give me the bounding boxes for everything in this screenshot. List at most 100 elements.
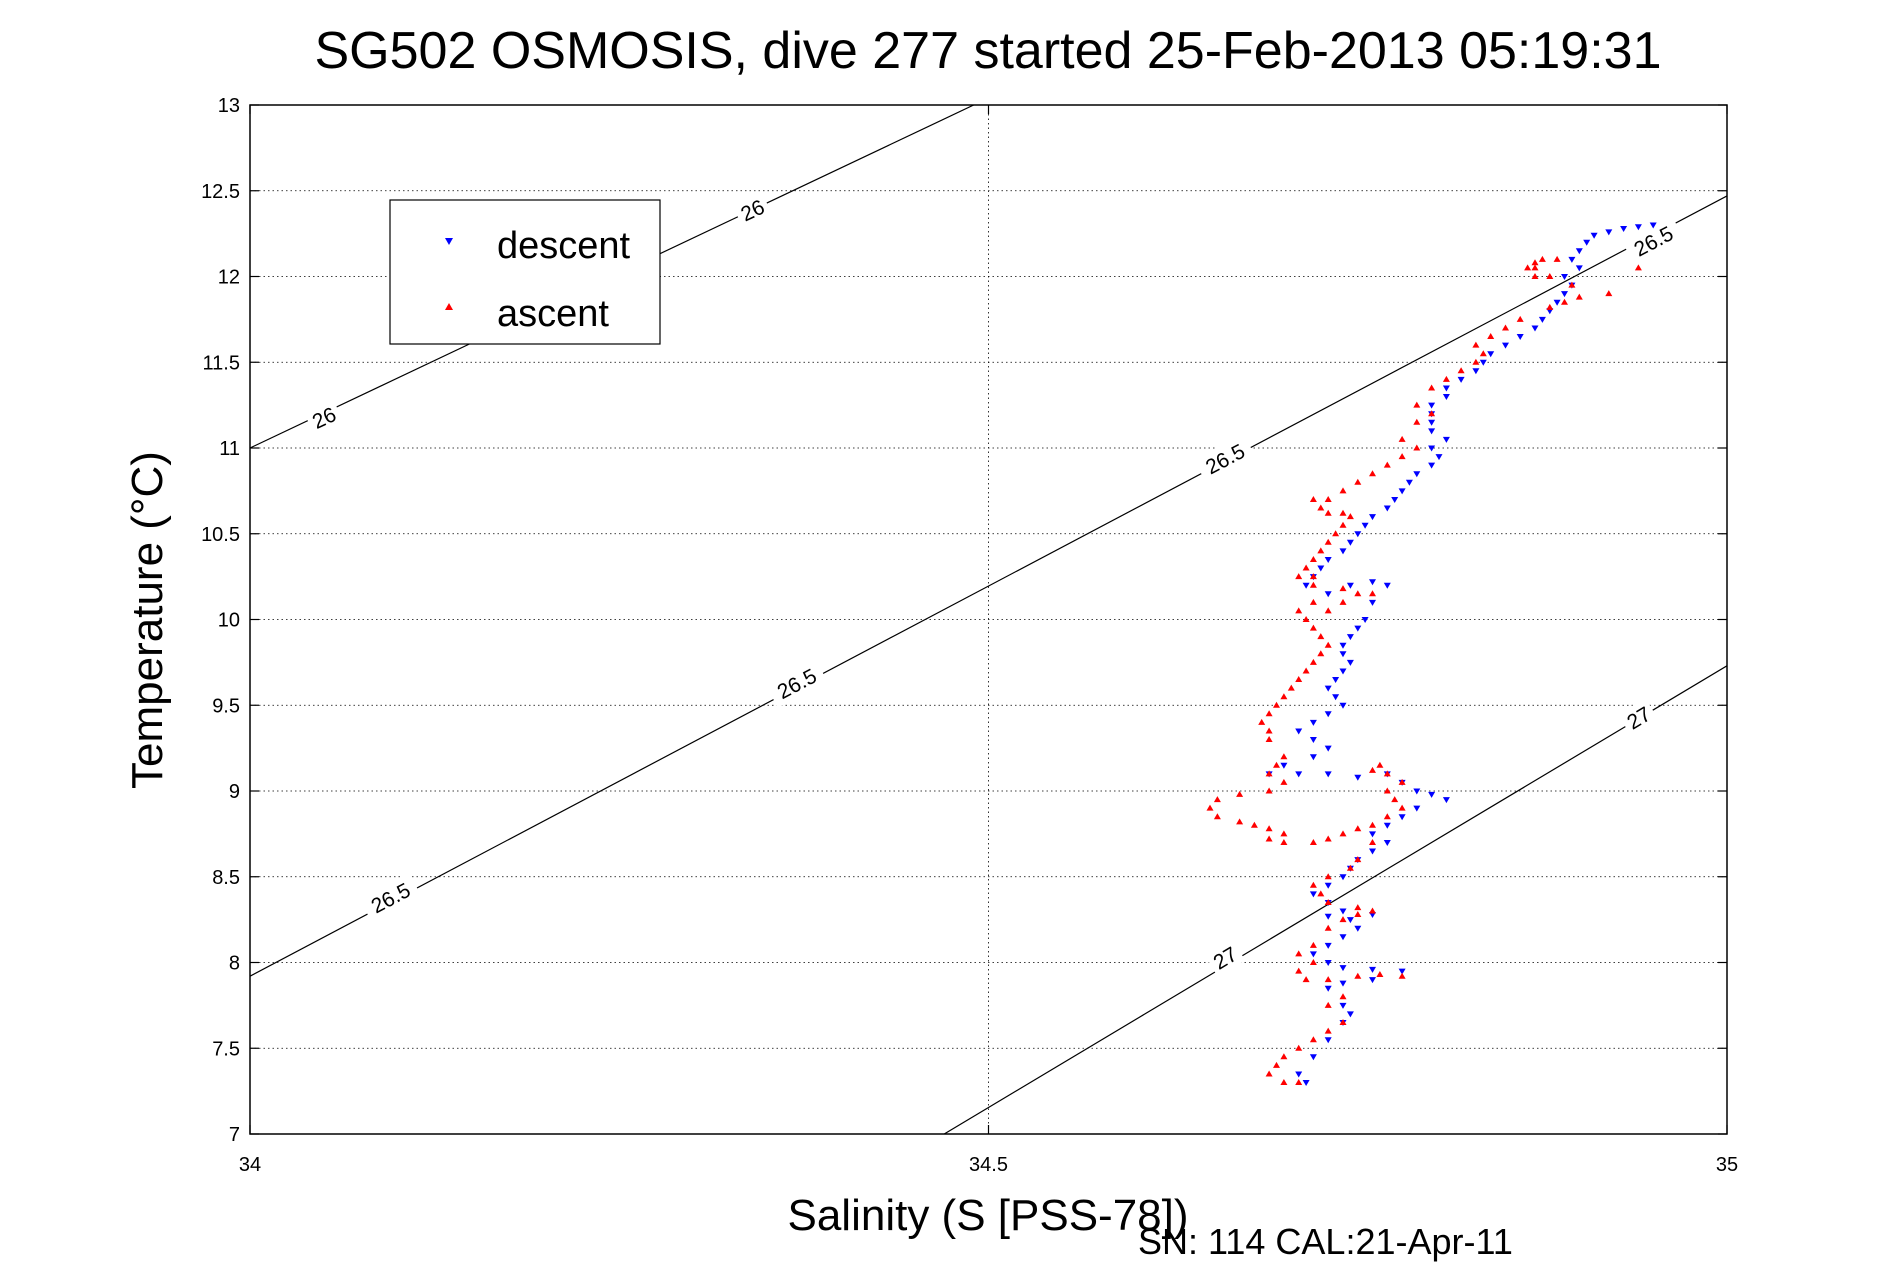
ascent-point [1369,839,1376,845]
descent-point [1428,402,1436,409]
ascent-point [1339,521,1347,528]
descent-point [1369,966,1376,973]
ascent-point [1605,290,1613,297]
descent-point [1435,454,1443,461]
descent-point [1354,625,1362,632]
ascent-point [1280,693,1288,700]
legend-descent-marker [445,238,453,245]
ascent-point [1302,616,1310,622]
density-contour-label: 26.5 [359,872,422,922]
descent-point [1324,591,1332,598]
ascent-point [1309,556,1317,562]
ascent-point [1332,530,1340,537]
contour-label-mask [765,658,828,708]
descent-point [1531,325,1539,332]
ascent-point [1324,607,1332,614]
descent-point [1369,599,1376,606]
ascent-point [1324,496,1332,502]
descent-point [1339,548,1347,555]
ascent-point [1538,255,1546,262]
descent-point [1332,694,1340,701]
descent-point [1346,1011,1354,1018]
descent-point [1339,934,1347,941]
ascent-point [1317,504,1325,511]
ascent-point [1302,667,1310,674]
y-tick-label: 8 [229,953,240,975]
ascent-point [1398,804,1406,811]
ascent-point [1354,590,1362,597]
ascent-point [1339,993,1347,1000]
ascent-point [1309,959,1317,965]
contour-label-mask [359,872,422,922]
ascent-point [1273,761,1280,768]
ascent-point [1317,633,1325,640]
descent-point [1605,229,1613,236]
ascent-point [1339,1019,1347,1025]
legend-ascent-label: ascent [497,293,609,335]
descent-point [1442,385,1450,392]
y-tick-label: 7.5 [212,1038,240,1060]
ascent-point [1369,821,1376,828]
density-contour-line [250,195,1727,977]
contour-label-mask [732,190,773,229]
descent-point [1553,299,1561,306]
ascent-point [1442,375,1450,382]
x-tick-label: 35 [1716,1154,1738,1176]
ascent-point [1561,298,1568,305]
ascent-point [1354,825,1362,832]
ascent-point [1309,496,1317,502]
x-axis-ticks: 34 34.5 35 [239,105,1738,1176]
descent-point [1346,634,1354,641]
ascent-point [1309,573,1317,580]
descent-point [1354,925,1362,932]
descent-point [1398,814,1406,821]
descent-point [1295,771,1303,778]
ascent-point [1383,461,1391,468]
ascent-point [1575,293,1583,300]
ascent-point [1516,315,1524,322]
ascent-point [1295,950,1303,957]
descent-point [1280,762,1288,769]
descent-point [1413,471,1421,478]
ascent-point [1531,273,1539,279]
ascent-point [1302,564,1310,571]
y-axis-label: Temperature (°C) [123,451,172,789]
ascent-point [1339,487,1347,494]
descent-point [1361,617,1369,623]
density-contour-label: 26 [303,398,344,436]
ascent-point [1524,264,1532,271]
ascent-point [1273,701,1280,708]
ascent-point [1287,684,1295,691]
descent-point [1339,651,1347,658]
ascent-point [1369,470,1376,477]
descent-point [1487,351,1495,358]
descent-point [1516,334,1524,340]
ascent-point [1295,607,1303,614]
descent-point [1428,428,1436,435]
descent-point [1398,968,1406,975]
ascent-point [1413,444,1421,451]
descent-point [1620,226,1628,232]
descent-point [1324,711,1332,718]
ascent-point [1339,598,1347,605]
descent-point [1369,977,1376,984]
descent-point [1538,316,1546,323]
ascent-point [1391,796,1399,803]
descent-point [1568,256,1576,263]
contour-label-mask [1204,938,1246,977]
legend: descent ascent [389,199,661,345]
ascent-point [1309,598,1317,605]
grid-lines [250,105,1727,1134]
ascent-point [1265,727,1273,734]
ascent-point [1295,573,1303,580]
density-contour-label: 26 [732,190,773,229]
descent-point [1428,791,1436,798]
descent-point [1428,445,1436,452]
ascent-point [1324,924,1332,931]
descent-point [1339,1002,1347,1009]
density-contour-label: 26.5 [1193,433,1256,483]
density-contour-line [943,665,1727,1134]
legend-box [389,199,661,345]
y-tick-label: 10.5 [201,524,240,546]
descent-point [1405,479,1413,486]
